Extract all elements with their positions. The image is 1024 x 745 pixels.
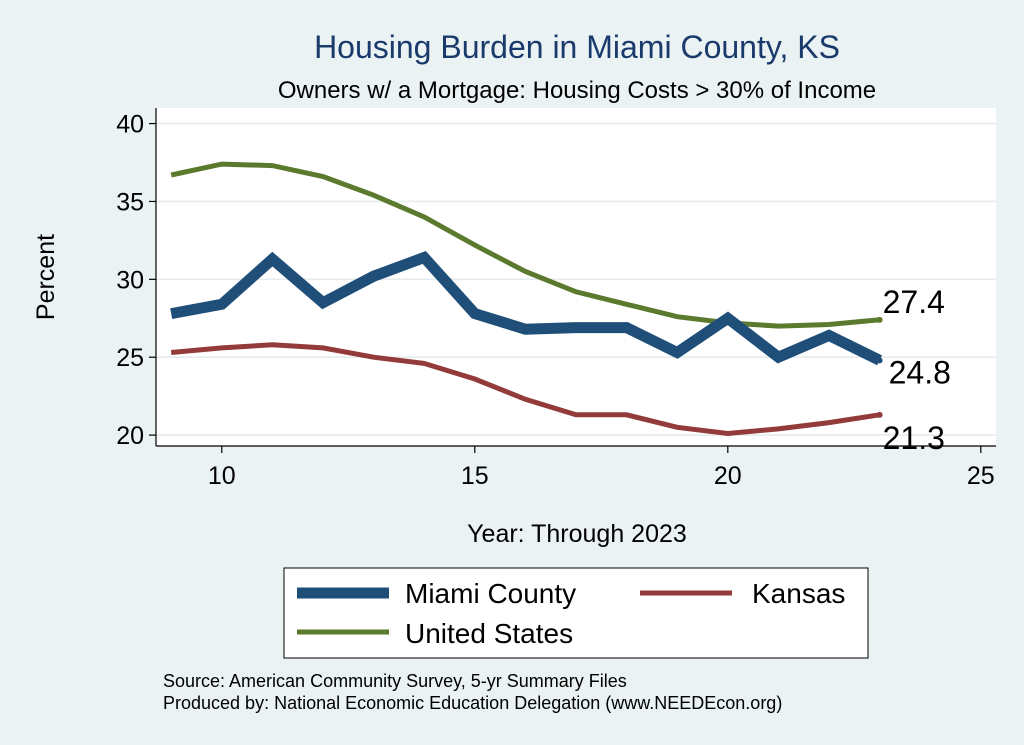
legend-label-kansas: Kansas <box>752 578 845 609</box>
source-line-2: Produced by: National Economic Education… <box>163 693 782 713</box>
legend: Miami County Kansas United States <box>297 578 845 649</box>
y-axis-title: Percent <box>32 234 60 320</box>
series-layer <box>170 161 883 437</box>
y-tick-label: 40 <box>116 111 144 139</box>
ticks-layer: 20 25 30 35 40 10 15 20 25 <box>116 111 995 490</box>
end-label-united-states: 27.4 <box>883 284 945 320</box>
chart-subtitle: Owners w/ a Mortgage: Housing Costs > 30… <box>278 77 876 104</box>
series-line-kansas <box>170 342 880 437</box>
series-line-miami-county <box>170 251 883 366</box>
end-marker-miami-county <box>876 357 883 364</box>
y-tick-label: 30 <box>116 266 144 294</box>
legend-label-miami-county: Miami County <box>405 578 576 609</box>
x-tick-label: 20 <box>714 462 742 490</box>
source-line-1: Source: American Community Survey, 5-yr … <box>163 671 627 691</box>
y-tick-label: 35 <box>116 188 144 216</box>
end-label-miami-county: 24.8 <box>889 354 951 390</box>
chart-title: Housing Burden in Miami County, KS <box>314 29 840 65</box>
x-tick-label: 10 <box>208 462 236 490</box>
y-tick-label: 20 <box>116 422 144 450</box>
series-line-united-states <box>170 161 880 329</box>
end-label-kansas: 21.3 <box>883 420 945 456</box>
legend-label-united-states: United States <box>405 618 573 649</box>
legend-box <box>283 567 869 659</box>
plot-area <box>156 108 996 446</box>
x-tick-label: 25 <box>967 462 995 490</box>
end-marker-kansas <box>876 411 883 418</box>
end-marker-united-states <box>876 316 883 323</box>
x-tick-label: 15 <box>461 462 489 490</box>
end-labels-layer: 24.8 21.3 27.4 <box>883 284 951 456</box>
x-axis-title: Year: Through 2023 <box>467 520 687 548</box>
y-tick-label: 25 <box>116 344 144 372</box>
